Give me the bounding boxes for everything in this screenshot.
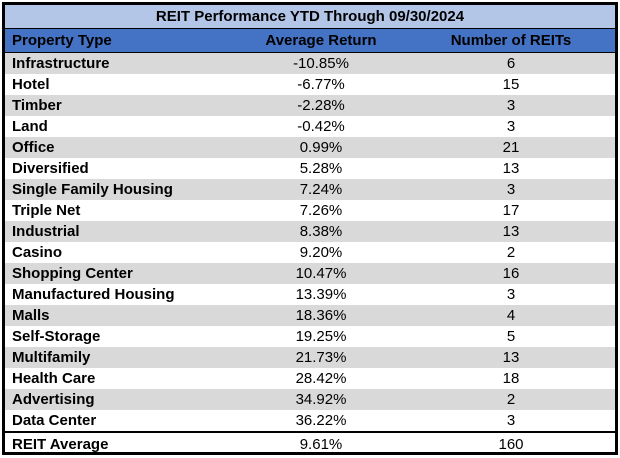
number-of-reits-cell: 3 — [506, 412, 516, 429]
average-return-cell: 9.20% — [299, 244, 343, 261]
number-of-reits-cell: 16 — [502, 265, 520, 282]
table-row: Industrial 8.38% 13 — [5, 221, 615, 242]
number-of-reits-cell: 3 — [506, 181, 516, 198]
average-return-cell: -10.85% — [293, 55, 349, 72]
table-row: Shopping Center 10.47% 16 — [5, 263, 615, 284]
property-type-cell: Malls — [12, 307, 50, 324]
average-return-cell: -6.77% — [297, 76, 345, 93]
average-return-cell: 28.42% — [295, 370, 347, 387]
property-type-cell: Triple Net — [12, 202, 81, 219]
header-property-type: Property Type — [12, 32, 112, 49]
average-return-cell: -0.42% — [297, 118, 345, 135]
table-row: Diversified 5.28% 13 — [5, 158, 615, 179]
table-body: Infrastructure -10.85% 6 Hotel -6.77% 15… — [5, 53, 615, 431]
table-row: Casino 9.20% 2 — [5, 242, 615, 263]
number-of-reits-cell: 5 — [506, 328, 516, 345]
table-header-row: Property Type Average Return Number of R… — [5, 29, 615, 53]
property-type-cell: Industrial — [12, 223, 80, 240]
property-type-cell: Single Family Housing — [12, 181, 173, 198]
average-return-cell: 21.73% — [295, 349, 347, 366]
number-of-reits-cell: 21 — [502, 139, 520, 156]
average-return-cell: 13.39% — [295, 286, 347, 303]
table-row: Hotel -6.77% 15 — [5, 74, 615, 95]
average-return-cell: -2.28% — [297, 97, 345, 114]
table-title: REIT Performance YTD Through 09/30/2024 — [5, 5, 615, 29]
table-row: Health Care 28.42% 18 — [5, 368, 615, 389]
average-return-cell: 18.36% — [295, 307, 347, 324]
number-of-reits-cell: 4 — [506, 307, 516, 324]
footer-label: REIT Average — [12, 436, 109, 453]
number-of-reits-cell: 6 — [506, 55, 516, 72]
number-of-reits-cell: 15 — [502, 76, 520, 93]
property-type-cell: Land — [12, 118, 48, 135]
footer-average-return: 9.61% — [299, 436, 343, 453]
property-type-cell: Diversified — [12, 160, 89, 177]
property-type-cell: Shopping Center — [12, 265, 133, 282]
table-row: Infrastructure -10.85% 6 — [5, 53, 615, 74]
property-type-cell: Hotel — [12, 76, 50, 93]
property-type-cell: Infrastructure — [12, 55, 110, 72]
number-of-reits-cell: 13 — [502, 160, 520, 177]
table-footer-row: REIT Average 9.61% 160 — [5, 431, 615, 453]
number-of-reits-cell: 13 — [502, 349, 520, 366]
property-type-cell: Advertising — [12, 391, 95, 408]
table-row: Office 0.99% 21 — [5, 137, 615, 158]
property-type-cell: Timber — [12, 97, 62, 114]
table-row: Single Family Housing 7.24% 3 — [5, 179, 615, 200]
number-of-reits-cell: 3 — [506, 97, 516, 114]
table-row: Triple Net 7.26% 17 — [5, 200, 615, 221]
table-row: Timber -2.28% 3 — [5, 95, 615, 116]
average-return-cell: 10.47% — [295, 265, 347, 282]
average-return-cell: 7.24% — [299, 181, 343, 198]
property-type-cell: Office — [12, 139, 55, 156]
average-return-cell: 7.26% — [299, 202, 343, 219]
number-of-reits-cell: 13 — [502, 223, 520, 240]
number-of-reits-cell: 17 — [502, 202, 520, 219]
average-return-cell: 19.25% — [295, 328, 347, 345]
property-type-cell: Manufactured Housing — [12, 286, 175, 303]
number-of-reits-cell: 3 — [506, 118, 516, 135]
average-return-cell: 36.22% — [295, 412, 347, 429]
table-row: Data Center 36.22% 3 — [5, 410, 615, 431]
table-row: Manufactured Housing 13.39% 3 — [5, 284, 615, 305]
number-of-reits-cell: 2 — [506, 391, 516, 408]
table-row: Multifamily 21.73% 13 — [5, 347, 615, 368]
table-row: Land -0.42% 3 — [5, 116, 615, 137]
average-return-cell: 5.28% — [299, 160, 343, 177]
table-row: Advertising 34.92% 2 — [5, 389, 615, 410]
number-of-reits-cell: 18 — [502, 370, 520, 387]
footer-number-of-reits: 160 — [498, 436, 524, 453]
property-type-cell: Health Care — [12, 370, 96, 387]
number-of-reits-cell: 3 — [506, 286, 516, 303]
property-type-cell: Multifamily — [12, 349, 91, 366]
header-average-return: Average Return — [265, 32, 377, 49]
number-of-reits-cell: 2 — [506, 244, 516, 261]
table-row: Malls 18.36% 4 — [5, 305, 615, 326]
property-type-cell: Casino — [12, 244, 63, 261]
average-return-cell: 34.92% — [295, 391, 347, 408]
table-row: Self-Storage 19.25% 5 — [5, 326, 615, 347]
average-return-cell: 0.99% — [299, 139, 343, 156]
average-return-cell: 8.38% — [299, 223, 343, 240]
header-number-of-reits: Number of REITs — [450, 32, 572, 49]
property-type-cell: Self-Storage — [12, 328, 101, 345]
property-type-cell: Data Center — [12, 412, 97, 429]
